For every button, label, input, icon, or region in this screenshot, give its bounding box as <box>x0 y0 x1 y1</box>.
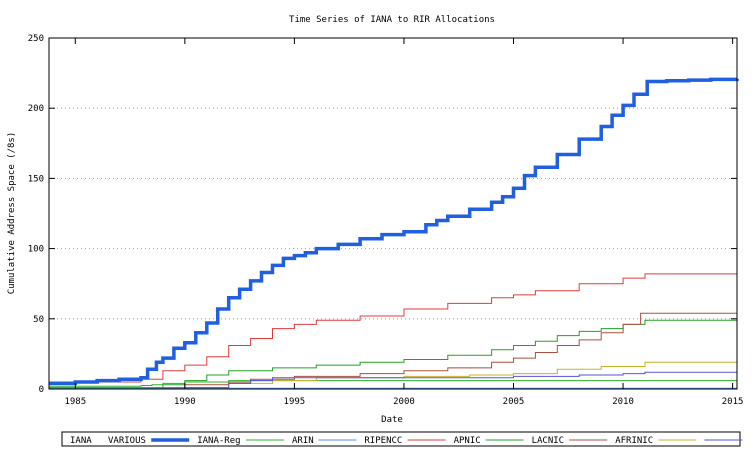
y-axis-label: Cumulative Address Space (/8s) <box>7 132 17 295</box>
series-line-apnic <box>49 319 737 389</box>
x-tick-label: 2015 <box>722 397 744 407</box>
legend-label: IANA-Reg <box>197 436 240 446</box>
x-axis-label: Date <box>381 415 403 425</box>
y-tick-label: 50 <box>33 315 44 325</box>
legend-label: LACNIC <box>532 436 565 446</box>
plot-frame <box>48 37 738 390</box>
chart-title: Time Series of IANA to RIR Allocations <box>289 15 495 25</box>
legend: IANA VARIOUS IANA-Reg ARIN RIPENCC APNIC LACN… <box>61 431 743 447</box>
x-tick-label: 1995 <box>284 397 306 407</box>
grid-lines <box>49 107 737 320</box>
legend-label: RIPENCC <box>364 436 402 446</box>
y-tick-label: 0 <box>39 385 44 395</box>
series-lines <box>49 77 739 390</box>
x-tick-label: 2005 <box>503 397 525 407</box>
y-tick-label: 200 <box>28 104 44 114</box>
legend-label: ARIN <box>292 436 314 446</box>
y-tick-label: 100 <box>28 245 44 255</box>
series-line-unlabeled <box>49 371 737 390</box>
legend-label: VARIOUS <box>108 436 146 446</box>
x-tick-label: 2000 <box>393 397 415 407</box>
x-tick-label: 1985 <box>64 397 86 407</box>
legend-box <box>61 431 741 447</box>
series-line-various <box>49 77 739 386</box>
legend-label: APNIC <box>454 436 481 446</box>
y-tick-label: 250 <box>28 34 44 44</box>
x-tick-label: 1990 <box>174 397 196 407</box>
axis-ticks: 0 50 100 150 200 250 1985 1990 1995 2000 2005 2010 2… <box>28 34 744 407</box>
legend-label: AFRINIC <box>615 436 653 446</box>
legend-title: IANA <box>70 436 92 446</box>
x-tick-label: 2010 <box>612 397 634 407</box>
y-tick-label: 150 <box>28 174 44 184</box>
series-line-ripencc <box>49 272 738 383</box>
series-line-iana-reg <box>49 380 737 387</box>
